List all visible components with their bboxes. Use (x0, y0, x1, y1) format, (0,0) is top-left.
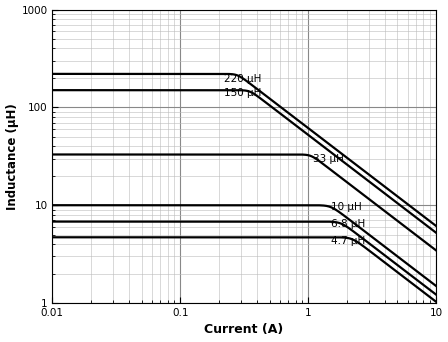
Text: 6.8 μH: 6.8 μH (331, 219, 365, 228)
Text: 4.7 μH: 4.7 μH (331, 236, 365, 246)
Y-axis label: Inductance (μH): Inductance (μH) (5, 103, 18, 210)
Text: 10 μH: 10 μH (331, 202, 361, 212)
Text: 220 μH: 220 μH (224, 74, 261, 84)
Text: 33 μH: 33 μH (313, 154, 344, 163)
Text: 150 μH: 150 μH (224, 88, 261, 98)
X-axis label: Current (A): Current (A) (204, 324, 284, 337)
